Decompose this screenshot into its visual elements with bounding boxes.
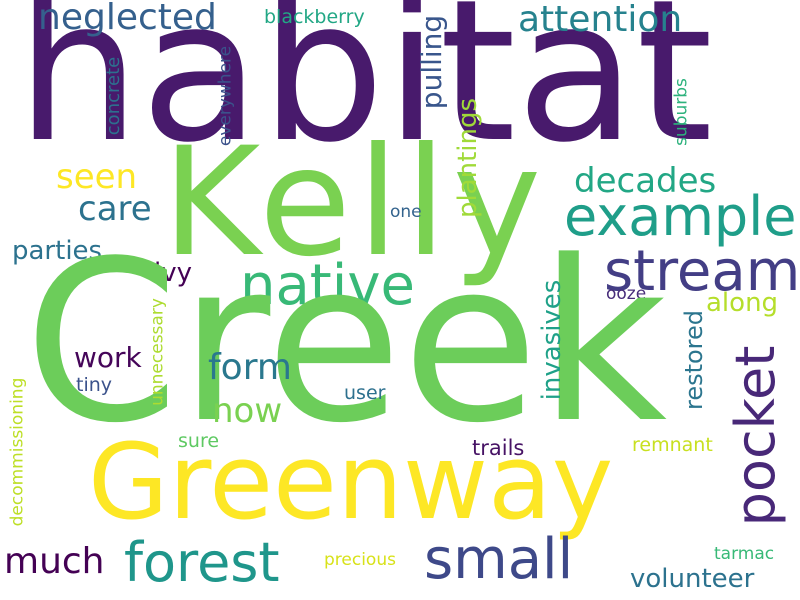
word-seen: seen (56, 157, 138, 197)
word-neglected: neglected (38, 0, 217, 38)
word-along: along (706, 288, 779, 318)
word-blackberry: blackberry (264, 6, 365, 28)
word-ivy: ivy (154, 258, 192, 288)
word-parties: parties (12, 236, 103, 266)
word-habitat: habitat (16, 0, 714, 186)
word-sure: sure (178, 430, 220, 452)
word-creek: Creek (24, 214, 668, 472)
word-forest: forest (124, 531, 280, 594)
word-invasives: invasives (537, 279, 567, 401)
word-plantings: plantings (453, 97, 483, 219)
word-one: one (390, 202, 422, 222)
word-form: form (208, 347, 292, 388)
word-small: small (424, 527, 574, 592)
word-trails: trails (472, 436, 525, 460)
word-suburbs: suburbs (671, 78, 692, 146)
word-now: now (212, 391, 283, 431)
word-native: native (240, 253, 415, 318)
word-tiny: tiny (76, 374, 113, 396)
word-example: example (564, 185, 797, 248)
word-volunteer: volunteer (630, 564, 755, 594)
word-care: care (78, 189, 152, 229)
word-precious: precious (324, 550, 396, 570)
word-concrete: concrete (103, 56, 124, 136)
word-pocket: pocket (724, 345, 787, 527)
word-unnecessary: unnecessary (147, 298, 168, 406)
word-kelly: Kelly (162, 116, 548, 290)
word-remnant: remnant (632, 434, 713, 456)
word-tarmac: tarmac (714, 544, 775, 564)
word-ooze: ooze (606, 284, 647, 304)
word-stream: stream (604, 239, 800, 304)
word-restored: restored (680, 309, 708, 411)
word-much: much (4, 541, 105, 582)
word-attention: attention (518, 0, 683, 40)
word-user: user (344, 382, 386, 404)
word-everywhere: everywhere (215, 45, 236, 147)
word-work: work (74, 341, 142, 374)
word-decades: decades (574, 161, 717, 201)
word-pulling: pulling (415, 14, 448, 110)
word-greenway: Greenway (88, 421, 614, 543)
word-decommissioning: decommissioning (7, 377, 28, 527)
